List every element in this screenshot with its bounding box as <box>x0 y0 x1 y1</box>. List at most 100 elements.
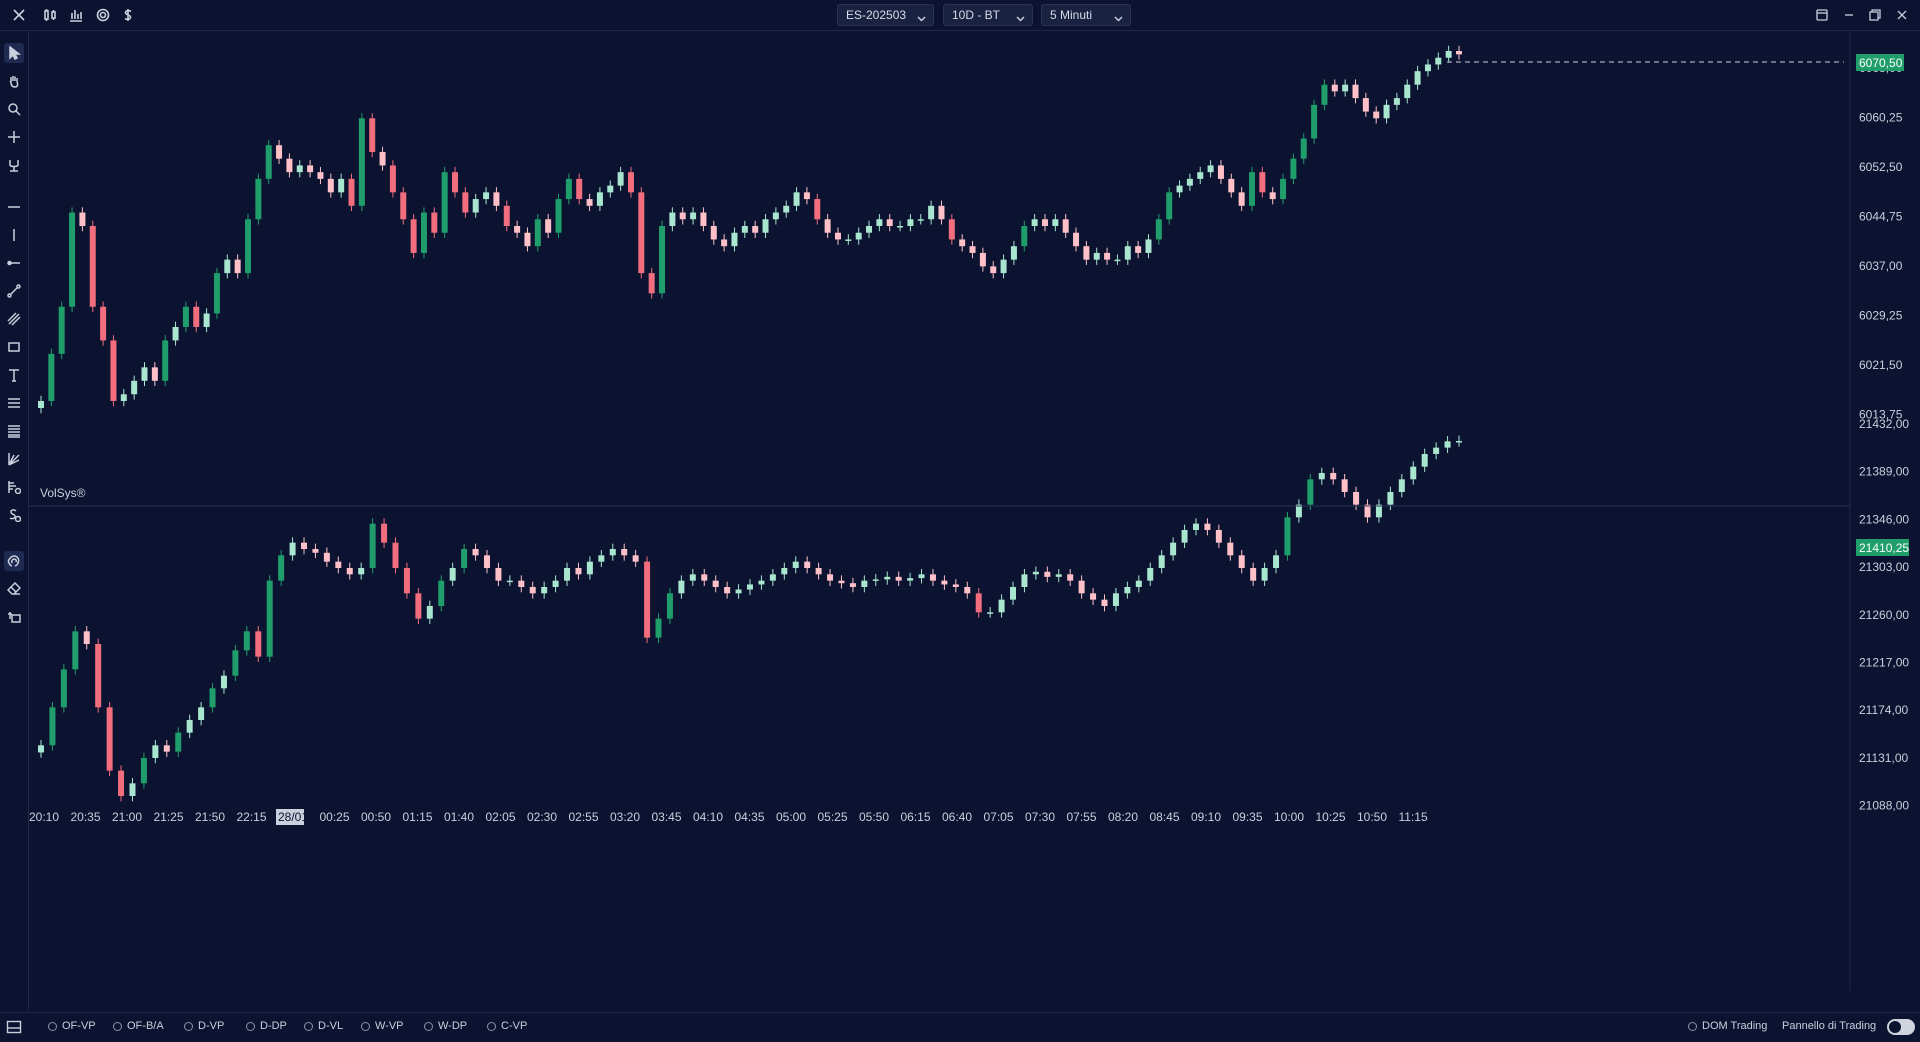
candle-body <box>1135 580 1142 587</box>
candle-body <box>232 650 239 676</box>
range-dropdown[interactable]: 10D - BT <box>943 4 1033 26</box>
candle-body <box>415 593 422 619</box>
candle-body <box>245 219 252 274</box>
radio-icon <box>424 1021 433 1031</box>
study-toggle-dvl[interactable]: D-VL <box>304 1020 343 1032</box>
gear-icon[interactable] <box>92 4 114 26</box>
chart-area[interactable]: 6068,006060,256052,506044,756037,006029,… <box>29 31 1909 996</box>
time-label: 10:25 <box>1316 810 1346 824</box>
rectangle-icon[interactable] <box>4 337 24 357</box>
candle-body <box>941 580 948 585</box>
chevron-down-icon <box>1114 11 1123 22</box>
charts-canvas[interactable]: 6068,006060,256052,506044,756037,006029,… <box>29 31 1920 996</box>
candle-body <box>1204 523 1211 530</box>
candle-body <box>1410 466 1417 480</box>
candle-body <box>358 567 365 575</box>
crosshair-icon[interactable] <box>4 127 24 147</box>
vertical-line-icon[interactable] <box>4 225 24 245</box>
layout-icon[interactable] <box>1811 4 1833 26</box>
candle-body <box>700 212 707 226</box>
window-close-icon[interactable] <box>1891 4 1913 26</box>
study-toggle-ddp[interactable]: D-DP <box>246 1020 287 1032</box>
gann-icon[interactable] <box>4 449 24 469</box>
candle-body <box>224 259 231 274</box>
hand-icon[interactable] <box>4 71 24 91</box>
restore-icon[interactable] <box>1864 4 1886 26</box>
candle-body <box>48 353 55 401</box>
timeframe-label: 5 Minuti <box>1050 8 1093 22</box>
candle-body <box>95 643 102 708</box>
symbol-dropdown[interactable]: ES-202503 <box>837 4 934 26</box>
candle-body <box>1300 138 1307 159</box>
candle-body <box>495 567 502 581</box>
study-toggle-ofba[interactable]: OF-B/A <box>113 1020 164 1032</box>
candles-icon[interactable] <box>39 4 61 26</box>
candle-body <box>845 239 852 241</box>
dollar-icon[interactable] <box>117 4 139 26</box>
ray-icon[interactable] <box>4 253 24 273</box>
candle-body <box>586 199 593 206</box>
top-last-price: 6070,50 <box>1859 56 1903 70</box>
candle-body <box>1284 517 1291 556</box>
fork-icon[interactable] <box>4 155 24 175</box>
time-label: 20:10 <box>29 810 59 824</box>
trendline-icon[interactable] <box>4 281 24 301</box>
eraser-icon[interactable] <box>4 579 24 599</box>
bottom-axis-label: 21131,00 <box>1859 751 1908 765</box>
horizontal-line-icon[interactable] <box>4 197 24 217</box>
candle-body <box>1207 165 1214 173</box>
candle-body <box>410 219 417 253</box>
candle-body <box>648 273 655 294</box>
study-toggle-ofvp[interactable]: OF-VP <box>48 1020 96 1032</box>
layers-icon[interactable] <box>4 607 24 627</box>
time-label: 05:50 <box>859 810 889 824</box>
study-toggle-cvp[interactable]: C-VP <box>487 1020 527 1032</box>
top-axis-label: 6052,50 <box>1859 160 1903 174</box>
panel-icon[interactable] <box>4 1017 24 1037</box>
order-icon[interactable] <box>4 505 24 525</box>
study-toggle-dvp[interactable]: D-VP <box>184 1020 224 1032</box>
bottom-candles <box>38 435 1462 802</box>
channel-icon[interactable] <box>4 309 24 329</box>
candle-body <box>929 574 936 581</box>
trading-panel-toggle[interactable] <box>1887 1019 1915 1035</box>
dom-trading-toggle[interactable]: DOM Trading <box>1688 1020 1767 1032</box>
text-icon[interactable] <box>4 365 24 385</box>
time-label: 10:00 <box>1274 810 1304 824</box>
candle-body <box>655 618 662 638</box>
candle-body <box>897 226 904 228</box>
magnet-icon[interactable] <box>4 551 24 571</box>
candle-body <box>175 732 182 752</box>
trading-panel-label: Pannello di Trading <box>1782 1020 1877 1032</box>
zoom-icon[interactable] <box>4 99 24 119</box>
candle-body <box>555 199 562 233</box>
candle-body <box>518 580 525 587</box>
timeframe-dropdown[interactable]: 5 Minuti <box>1041 4 1131 26</box>
candle-body <box>400 192 407 220</box>
profile-icon[interactable] <box>4 477 24 497</box>
candle-body <box>895 576 902 581</box>
radio-icon <box>1688 1021 1697 1031</box>
bottom-axis-label: 21174,00 <box>1859 703 1908 717</box>
close-icon[interactable] <box>8 4 30 26</box>
minimize-icon[interactable] <box>1838 4 1860 26</box>
time-label: 04:10 <box>693 810 723 824</box>
candle-body <box>220 675 227 689</box>
time-label: 21:25 <box>154 810 184 824</box>
candle-body <box>1101 599 1108 606</box>
lines-icon[interactable] <box>4 393 24 413</box>
time-label: 21:00 <box>112 810 142 824</box>
candle-body <box>420 212 427 253</box>
fib-icon[interactable] <box>4 421 24 441</box>
candle-body <box>783 205 790 213</box>
pointer-icon[interactable] <box>4 43 24 63</box>
candle-body <box>369 523 376 568</box>
study-toggle-wdp[interactable]: W-DP <box>424 1020 467 1032</box>
time-label: 05:25 <box>818 810 848 824</box>
candle-body <box>1273 555 1280 568</box>
bars-icon[interactable] <box>65 4 87 26</box>
study-toggle-wvp[interactable]: W-VP <box>361 1020 404 1032</box>
candle-body <box>1145 239 1152 253</box>
candle-body <box>243 631 250 651</box>
candle-body <box>1248 172 1255 206</box>
